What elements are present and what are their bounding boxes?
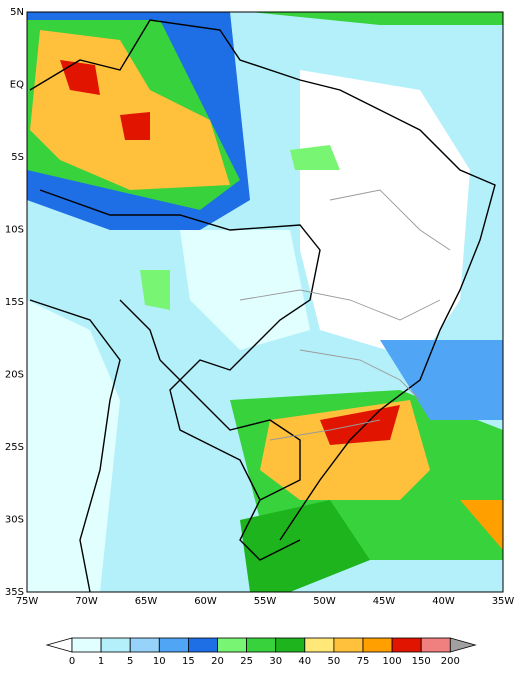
legend-swatch: [187, 637, 218, 653]
lon-label: 70W: [75, 596, 98, 607]
legend-swatch: [275, 637, 306, 653]
lon-label: 40W: [432, 596, 455, 607]
lat-label: EQ: [10, 80, 24, 91]
lon-label: 55W: [254, 596, 277, 607]
legend-swatch: [333, 637, 364, 653]
legend-swatch: [391, 637, 422, 653]
lon-label: 35W: [492, 596, 515, 607]
lon-label: 45W: [373, 596, 396, 607]
lat-label: 10S: [5, 225, 24, 236]
legend-label: 30: [269, 656, 282, 667]
lat-label: 15S: [5, 297, 24, 308]
lat-label: 20S: [5, 370, 24, 381]
legend-label: 0: [69, 656, 75, 667]
legend-swatch: [158, 637, 189, 653]
lat-label: 35S: [5, 587, 24, 598]
legend-arrow-high: [449, 637, 477, 653]
legend-arrow-low: [45, 637, 73, 653]
legend-swatch: [246, 637, 277, 653]
legend-label: 75: [357, 656, 370, 667]
legend-swatch: [420, 637, 451, 653]
legend-label: 200: [441, 656, 460, 667]
legend-swatch: [362, 637, 393, 653]
lon-label: 65W: [135, 596, 158, 607]
lat-label: 5S: [11, 152, 24, 163]
legend-swatch: [129, 637, 160, 653]
legend-label: 150: [412, 656, 431, 667]
legend-label: 100: [383, 656, 402, 667]
legend-label: 40: [298, 656, 311, 667]
legend-swatch: [71, 637, 102, 653]
map-frame: [26, 11, 504, 593]
legend-swatch: [100, 637, 131, 653]
lat-label: 30S: [5, 515, 24, 526]
legend-label: 25: [240, 656, 253, 667]
legend-label: 5: [127, 656, 133, 667]
lat-label: 25S: [5, 442, 24, 453]
lon-label: 60W: [194, 596, 217, 607]
lon-label: 50W: [313, 596, 336, 607]
precipitation-field: [27, 12, 503, 592]
borders: [29, 19, 496, 593]
lat-label: 5N: [10, 7, 24, 18]
lon-label: 75W: [16, 596, 39, 607]
legend-swatch: [304, 637, 335, 653]
legend-label: 10: [153, 656, 166, 667]
legend-swatch: [217, 637, 248, 653]
legend-label: 20: [211, 656, 224, 667]
legend-label: 1: [98, 656, 104, 667]
legend-label: 15: [182, 656, 195, 667]
legend-label: 50: [328, 656, 341, 667]
